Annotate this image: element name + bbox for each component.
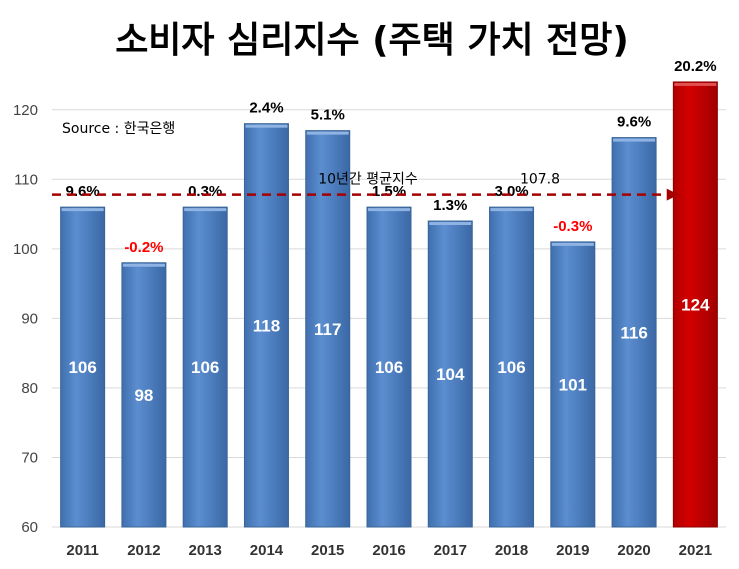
bar-2011 — [60, 206, 106, 528]
x-tick-label-2017: 2017 — [434, 542, 467, 559]
bar-highlight-2016 — [368, 208, 410, 212]
y-tick-label-90: 90 — [21, 310, 38, 327]
growth-label-2020: 9.6% — [617, 114, 651, 131]
bars: 106 9.6% 98 -0.2% 106 0.3% 118 2.4% 117 5.1% 106 1.… — [60, 58, 718, 528]
bar-2015 — [305, 130, 351, 528]
bar-2020 — [611, 137, 657, 528]
bar-highlight-2019 — [551, 242, 594, 246]
bar-value-label-2018: 106 — [497, 358, 525, 377]
growth-label-2019: -0.3% — [553, 218, 592, 235]
average-line-group: 10년간 평균지수 107.8 — [52, 172, 679, 201]
bar-highlight-2014 — [245, 124, 288, 128]
y-axis-ticks: 60 70 80 90 100 110 120 — [13, 102, 38, 536]
x-axis-ticks: 2011 2012 2013 2014 2015 2016 2017 2018 2019 2020… — [66, 542, 712, 559]
bar-value-label-2012: 98 — [134, 386, 153, 405]
bar-value-label-2017: 104 — [436, 365, 465, 384]
x-tick-label-2021: 2021 — [679, 542, 712, 559]
bar-2016 — [366, 206, 412, 528]
growth-label-2014: 2.4% — [249, 100, 283, 117]
bar-value-label-2021: 124 — [681, 295, 710, 314]
x-tick-label-2014: 2014 — [250, 542, 284, 559]
y-tick-label-120: 120 — [13, 102, 38, 119]
x-tick-label-2016: 2016 — [372, 542, 405, 559]
x-tick-label-2020: 2020 — [617, 542, 650, 559]
growth-label-2021: 20.2% — [674, 58, 717, 75]
bar-highlight-2021 — [674, 82, 717, 86]
bar-highlight-2011 — [61, 208, 104, 212]
growth-label-2018: 3.0% — [494, 183, 528, 200]
growth-label-2016: 1.5% — [372, 183, 406, 200]
y-tick-label-80: 80 — [21, 380, 38, 397]
bar-highlight-2020 — [613, 138, 656, 142]
bar-value-label-2016: 106 — [375, 358, 403, 377]
bar-2019 — [550, 241, 596, 528]
growth-label-2017: 1.3% — [433, 197, 467, 214]
bar-value-label-2020: 116 — [620, 323, 647, 342]
y-tick-label-100: 100 — [13, 241, 38, 258]
bar-highlight-2017 — [429, 222, 472, 226]
x-tick-label-2013: 2013 — [188, 542, 221, 559]
bar-highlight-2018 — [490, 208, 533, 212]
bar-2017 — [427, 220, 473, 528]
y-tick-label-60: 60 — [21, 519, 38, 536]
bar-2013 — [182, 206, 228, 528]
y-tick-label-110: 110 — [14, 171, 38, 188]
bar-2014 — [243, 123, 289, 528]
x-tick-label-2011: 2011 — [66, 542, 99, 559]
bar-2012 — [121, 262, 167, 528]
bar-value-label-2011: 106 — [68, 358, 96, 377]
bar-highlight-2012 — [122, 263, 165, 267]
chart-title: 소비자 심리지수 (주택 가치 전망) — [115, 20, 629, 61]
bar-value-label-2013: 106 — [191, 358, 219, 377]
growth-label-2012: -0.2% — [124, 239, 163, 256]
bar-value-label-2019: 101 — [559, 375, 587, 394]
growth-label-2015: 5.1% — [311, 107, 345, 124]
x-tick-label-2018: 2018 — [495, 542, 528, 559]
bar-2021 — [672, 81, 718, 528]
x-tick-label-2015: 2015 — [311, 542, 344, 559]
average-value-label: 107.8 — [520, 172, 560, 188]
y-tick-label-70: 70 — [21, 449, 38, 466]
average-label: 10년간 평균지수 — [318, 172, 418, 188]
bar-highlight-2013 — [184, 208, 227, 212]
bar-value-label-2015: 117 — [314, 320, 341, 339]
bar-2018 — [489, 206, 535, 528]
growth-label-2013: 0.3% — [188, 183, 222, 200]
source-label: Source : 한국은행 — [62, 121, 175, 137]
bar-highlight-2015 — [306, 131, 349, 135]
bar-value-label-2014: 118 — [253, 316, 280, 335]
growth-label-2011: 9.6% — [66, 183, 100, 200]
x-tick-label-2019: 2019 — [556, 542, 589, 559]
average-line-arrowhead — [666, 188, 679, 201]
x-tick-label-2012: 2012 — [127, 542, 160, 559]
